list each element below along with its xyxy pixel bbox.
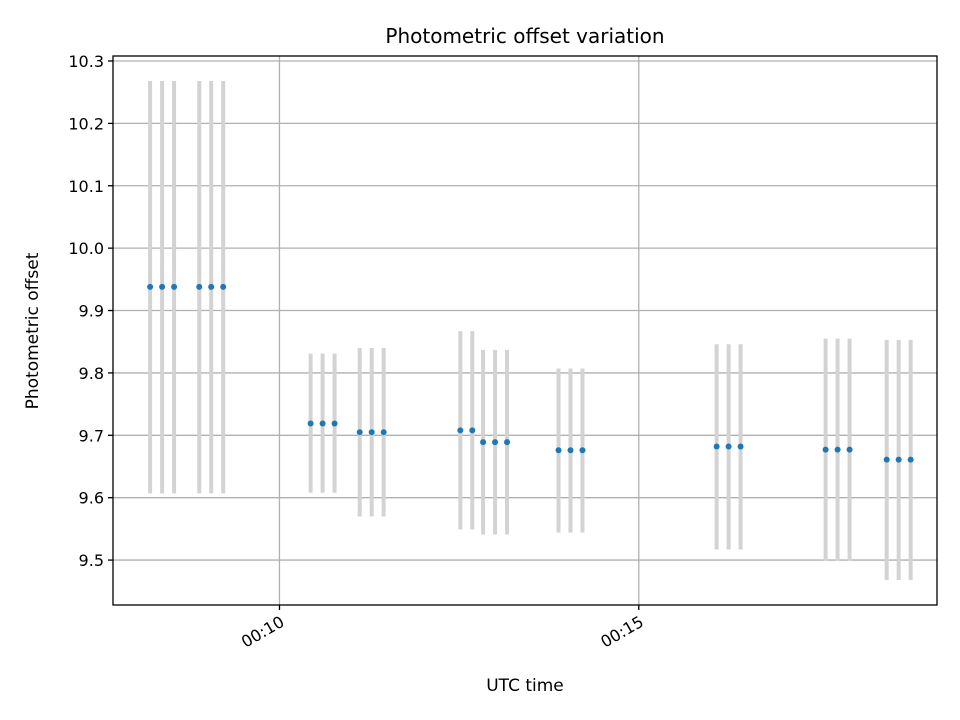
grid-lines — [113, 56, 937, 605]
y-tick-label: 9.9 — [79, 302, 104, 321]
data-point — [319, 420, 326, 427]
data-point — [567, 447, 574, 454]
data-point — [725, 443, 732, 450]
y-tick-label: 10.2 — [68, 114, 104, 133]
data-point — [822, 446, 829, 453]
data-point — [883, 456, 890, 463]
plot-frame — [112, 55, 938, 606]
data-point — [331, 420, 338, 427]
y-tick-label: 9.5 — [79, 551, 104, 570]
data-point — [356, 429, 363, 436]
data-point — [368, 429, 375, 436]
data-point — [307, 420, 314, 427]
data-point — [457, 427, 464, 434]
data-point — [713, 443, 720, 450]
y-tick-label: 10.0 — [68, 239, 104, 258]
y-tick-label: 10.1 — [68, 177, 104, 196]
data-point — [159, 283, 166, 290]
chart-title: Photometric offset variation — [385, 24, 664, 48]
y-axis: 9.5 9.6 9.7 9.8 9.9 10.0 10.1 10.2 10.3 — [68, 52, 113, 570]
data-point — [834, 446, 841, 453]
data-point — [492, 439, 499, 446]
y-axis-title: Photometric offset — [23, 252, 43, 409]
data-point — [208, 283, 215, 290]
data-point — [196, 283, 203, 290]
y-tick-label: 10.3 — [68, 52, 104, 71]
y-tick-label: 9.6 — [79, 489, 104, 508]
y-tick-label: 9.7 — [79, 426, 104, 445]
data-point — [147, 283, 154, 290]
data-point — [737, 443, 744, 450]
y-tick-label: 9.8 — [79, 364, 104, 383]
data-point — [480, 439, 487, 446]
data-point — [504, 439, 511, 446]
data-point — [220, 283, 227, 290]
data-point — [579, 447, 586, 454]
data-point — [895, 456, 902, 463]
data-point — [469, 427, 476, 434]
data-point — [171, 283, 178, 290]
x-axis-title: UTC time — [486, 676, 564, 696]
data-point — [380, 429, 387, 436]
data-point — [907, 456, 914, 463]
data-points — [147, 283, 914, 463]
data-point — [846, 446, 853, 453]
data-point — [555, 447, 562, 454]
